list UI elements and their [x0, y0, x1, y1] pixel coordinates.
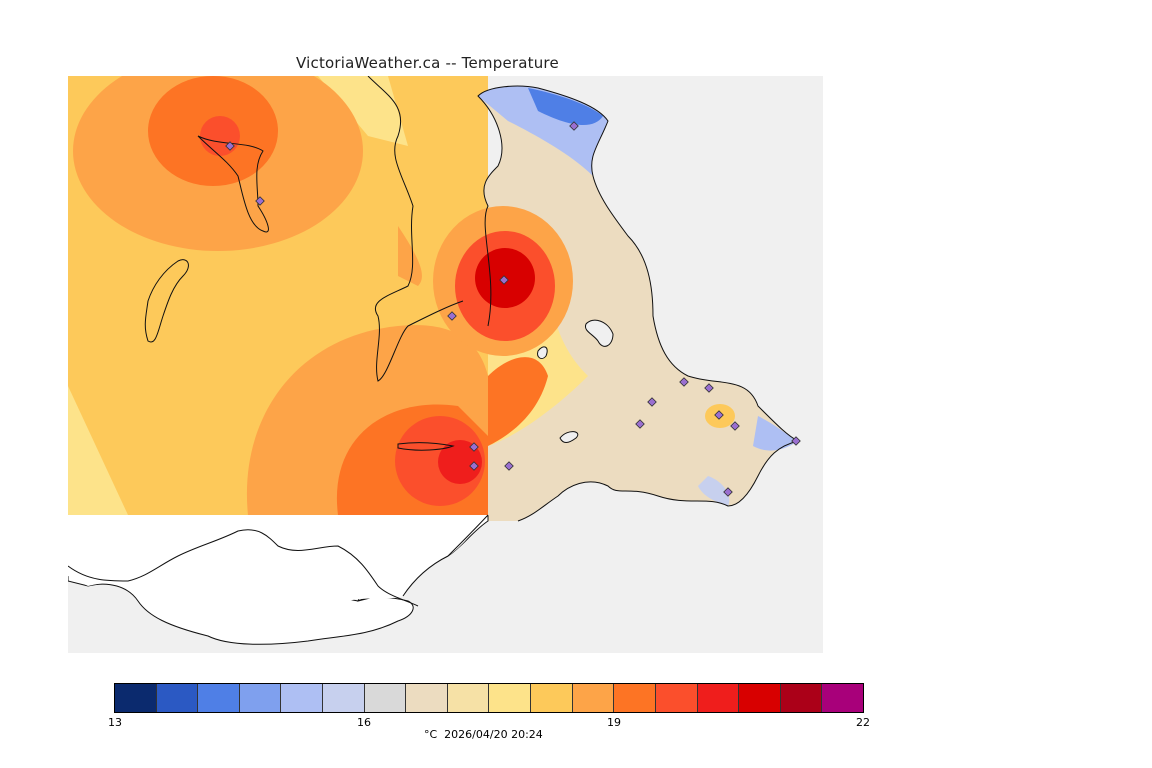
station-11	[730, 421, 740, 431]
station-1	[225, 141, 235, 151]
station-7	[704, 383, 714, 393]
lake-south	[397, 442, 455, 451]
east-cool-tip	[753, 416, 798, 451]
lake-east-2	[537, 346, 548, 359]
map-title: VictoriaWeather.ca -- Temperature	[296, 54, 559, 72]
colorbar-swatch-7	[364, 684, 407, 712]
station-14	[469, 461, 479, 471]
temperature-map[interactable]	[68, 76, 823, 653]
lake-central	[144, 259, 189, 343]
station-4	[499, 275, 509, 285]
station-16	[723, 487, 733, 497]
coastline-east	[477, 85, 800, 522]
station-13	[469, 442, 479, 452]
colorbar-swatch-18	[822, 684, 863, 712]
station-15	[504, 461, 514, 471]
colorbar-swatch-17	[780, 684, 823, 712]
station-3	[569, 121, 579, 131]
east-cold-core	[528, 88, 603, 126]
west-inner-ring	[398, 226, 422, 286]
station-12	[791, 436, 801, 446]
colorbar-tick-13: 13	[108, 716, 122, 729]
colorbar-tick-22: 22	[856, 716, 870, 729]
units-timestamp: °C 2026/04/20 20:24	[424, 728, 543, 741]
station-10	[714, 410, 724, 420]
station-6	[679, 377, 689, 387]
south-coastline	[68, 514, 489, 607]
west-contour-light-north	[318, 76, 408, 146]
colorbar-swatch-9	[447, 684, 490, 712]
colorbar-swatch-3	[198, 684, 240, 712]
colorbar-swatch-15	[697, 684, 740, 712]
lake-west	[197, 135, 269, 233]
colorbar-swatch-6	[323, 684, 365, 712]
weather-stations	[225, 121, 801, 497]
colorbar-swatch-4	[239, 684, 282, 712]
lake-east-1	[584, 319, 614, 347]
coastline-west-inlet	[367, 76, 464, 382]
colorbar-tick-16: 16	[357, 716, 371, 729]
colorbar-swatch-10	[489, 684, 532, 712]
station-2	[255, 196, 265, 206]
station-9	[635, 419, 645, 429]
colorbar-swatch-12	[572, 684, 615, 712]
east-cool-south	[698, 476, 730, 506]
temperature-colorbar	[114, 683, 864, 713]
west-contour-light	[68, 386, 128, 515]
colorbar-swatch-13	[614, 684, 656, 712]
colorbar-swatch-5	[281, 684, 324, 712]
colorbar-swatch-1	[115, 684, 157, 712]
colorbar-swatch-2	[156, 684, 199, 712]
south-hotspot-core	[438, 440, 482, 484]
station-5	[447, 311, 457, 321]
colorbar-tick-19: 19	[607, 716, 621, 729]
west-hotspot	[200, 116, 240, 156]
inlet-east-island	[559, 431, 579, 443]
colorbar-swatch-16	[739, 684, 781, 712]
colorbar-swatch-14	[655, 684, 698, 712]
colorbar-swatch-11	[531, 684, 573, 712]
colorbar-swatch-8	[406, 684, 448, 712]
station-8	[647, 397, 657, 407]
south-land-main	[68, 515, 488, 629]
south-tongue	[488, 357, 548, 446]
